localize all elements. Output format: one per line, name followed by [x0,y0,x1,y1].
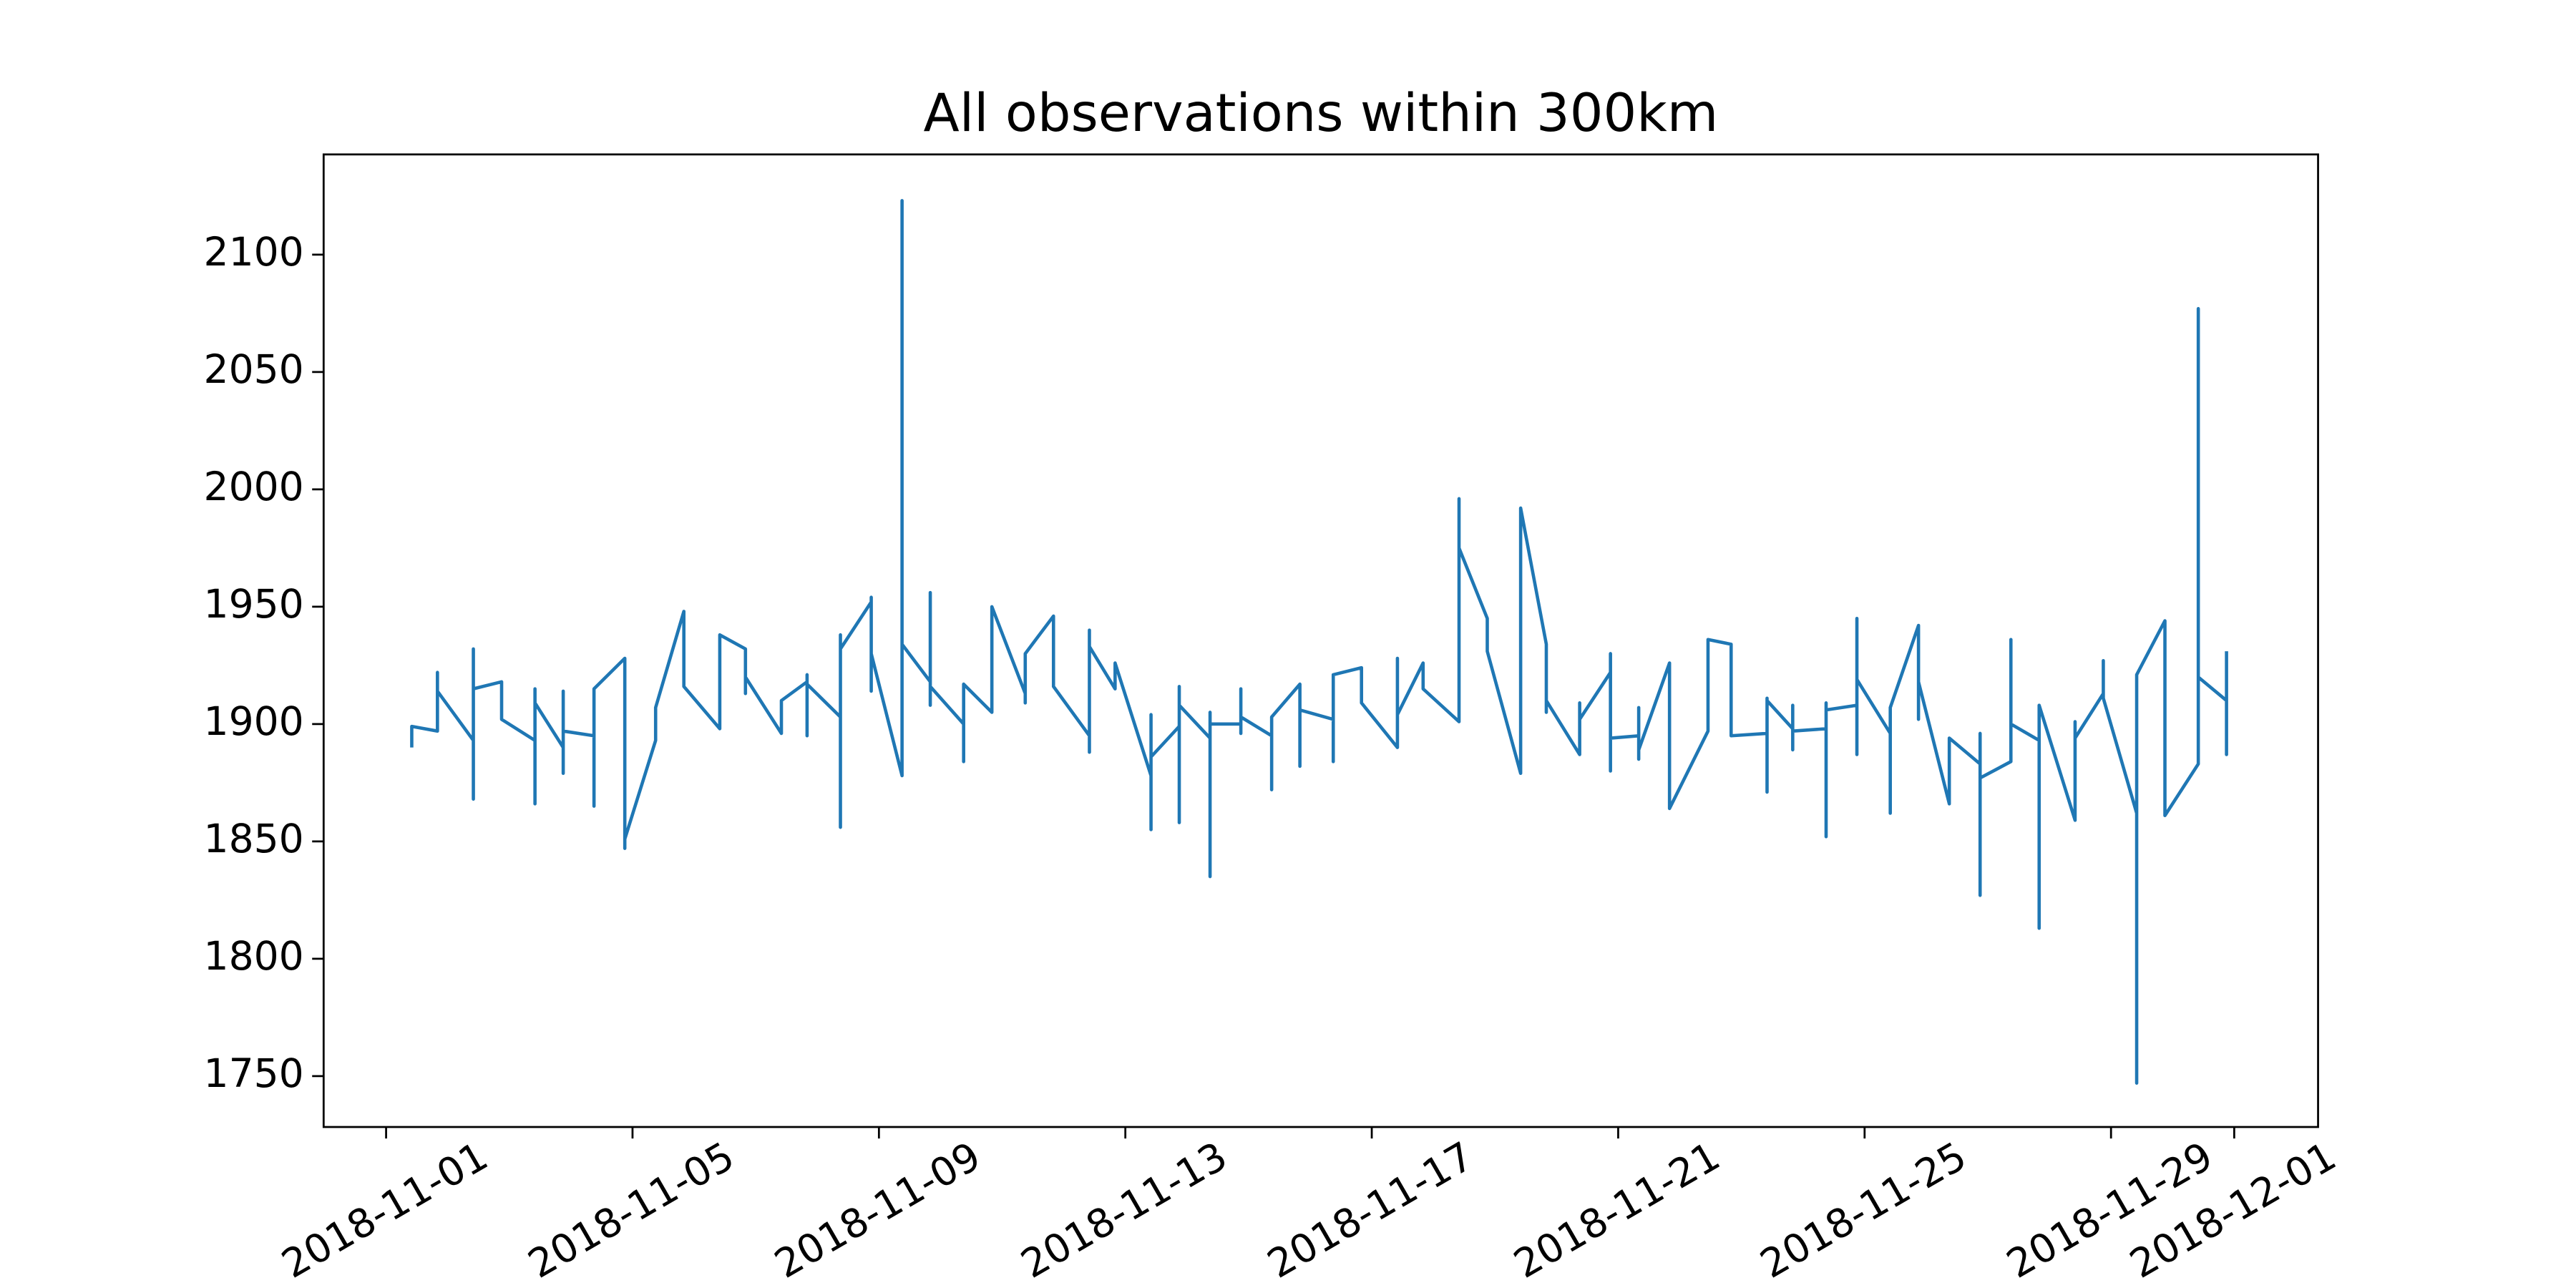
y-tick-label: 2000 [204,464,304,509]
chart-title: All observations within 300km [923,83,1718,144]
y-tick-label: 1800 [204,933,304,979]
plot-frame [322,153,2319,1128]
y-tick-label: 1850 [204,816,304,862]
data-line [410,199,2228,1085]
y-tick-label: 1900 [204,698,304,744]
y-tick-label: 2050 [204,346,304,392]
y-tick-label: 2100 [204,229,304,275]
y-tick-label: 1750 [204,1050,304,1096]
y-tick-label: 1950 [204,581,304,627]
